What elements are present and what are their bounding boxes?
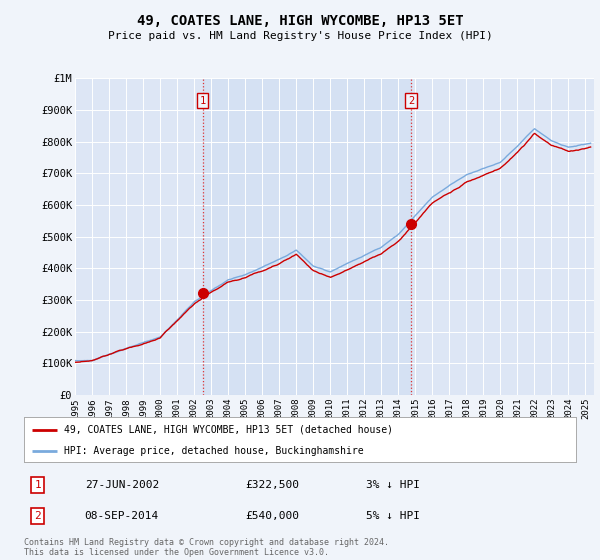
Text: Contains HM Land Registry data © Crown copyright and database right 2024.
This d: Contains HM Land Registry data © Crown c… xyxy=(24,538,389,557)
Text: 1: 1 xyxy=(34,480,41,490)
Text: £540,000: £540,000 xyxy=(245,511,299,521)
Text: 3% ↓ HPI: 3% ↓ HPI xyxy=(366,480,420,490)
Bar xyxy=(203,78,411,395)
Text: £322,500: £322,500 xyxy=(245,480,299,490)
Text: 2: 2 xyxy=(408,96,414,105)
Text: Price paid vs. HM Land Registry's House Price Index (HPI): Price paid vs. HM Land Registry's House … xyxy=(107,31,493,41)
Text: 27-JUN-2002: 27-JUN-2002 xyxy=(85,480,159,490)
Text: 49, COATES LANE, HIGH WYCOMBE, HP13 5ET (detached house): 49, COATES LANE, HIGH WYCOMBE, HP13 5ET … xyxy=(64,424,393,435)
Text: 1: 1 xyxy=(199,96,206,105)
Text: 2: 2 xyxy=(34,511,41,521)
Text: 5% ↓ HPI: 5% ↓ HPI xyxy=(366,511,420,521)
Text: 49, COATES LANE, HIGH WYCOMBE, HP13 5ET: 49, COATES LANE, HIGH WYCOMBE, HP13 5ET xyxy=(137,14,463,28)
Text: 08-SEP-2014: 08-SEP-2014 xyxy=(85,511,159,521)
Text: HPI: Average price, detached house, Buckinghamshire: HPI: Average price, detached house, Buck… xyxy=(64,446,364,456)
